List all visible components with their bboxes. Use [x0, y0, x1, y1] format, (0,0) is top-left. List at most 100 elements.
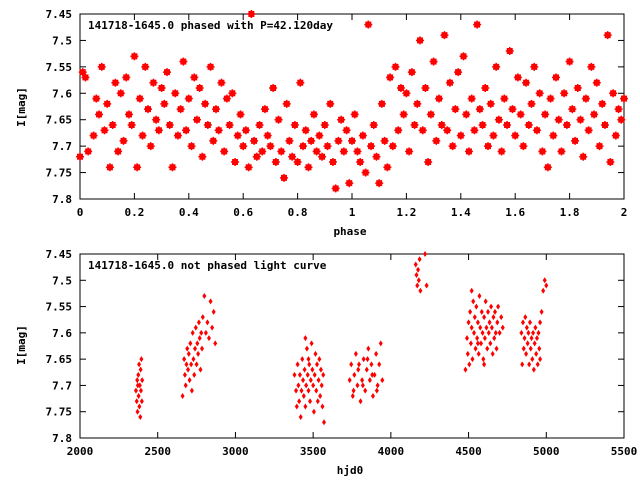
data-point	[342, 126, 351, 135]
data-point	[250, 136, 259, 145]
data-point	[435, 94, 444, 103]
data-point	[445, 78, 454, 87]
data-point	[600, 121, 609, 129]
data-point	[443, 126, 452, 135]
y-axis-label: I[mag]	[15, 325, 28, 365]
data-point	[356, 361, 361, 368]
data-point	[319, 382, 324, 389]
data-point	[456, 131, 465, 140]
data-point	[294, 387, 299, 394]
data-point	[133, 387, 138, 394]
data-point	[353, 147, 362, 156]
data-point	[478, 324, 483, 331]
x-tick-label: 4000	[378, 445, 405, 458]
unphased-light-curve-panel: 141718-1645.0 not phased light curve hjd…	[15, 248, 637, 477]
data-point	[258, 147, 267, 156]
data-point	[165, 121, 174, 129]
y-tick-label: 7.8	[52, 193, 72, 206]
data-point	[480, 329, 485, 336]
data-point	[489, 131, 498, 140]
data-point	[386, 73, 395, 82]
data-point	[503, 121, 512, 129]
data-point	[499, 314, 504, 321]
data-point	[464, 147, 473, 156]
data-point	[255, 121, 264, 129]
data-point	[288, 152, 297, 161]
data-point	[300, 356, 305, 363]
data-point	[486, 329, 491, 336]
data-point	[488, 340, 493, 347]
data-point	[190, 73, 199, 82]
data-point	[124, 110, 133, 119]
data-point	[437, 121, 446, 129]
data-point	[529, 335, 534, 342]
data-point	[293, 158, 302, 166]
y-tick-label: 7.45	[46, 248, 73, 261]
data-point	[418, 126, 427, 135]
data-point	[417, 256, 422, 263]
data-point	[531, 366, 536, 373]
data-point	[282, 99, 291, 108]
data-point	[532, 126, 541, 135]
data-point	[292, 371, 297, 378]
data-point	[163, 68, 172, 77]
data-point	[375, 179, 384, 188]
data-point	[209, 136, 218, 145]
data-point	[370, 392, 375, 399]
data-point	[396, 84, 405, 92]
data-point	[322, 419, 327, 426]
data-point	[477, 293, 482, 300]
data-point	[139, 356, 144, 363]
data-point	[475, 335, 480, 342]
data-point	[308, 398, 313, 405]
data-point	[620, 94, 628, 103]
data-point	[500, 324, 505, 331]
data-point	[302, 366, 307, 373]
data-point	[617, 115, 626, 124]
data-point	[378, 340, 383, 347]
data-point	[213, 340, 218, 347]
data-point	[179, 57, 188, 66]
data-point	[139, 398, 144, 405]
data-point	[189, 361, 194, 368]
data-point	[579, 152, 588, 161]
data-point	[426, 110, 435, 119]
data-point	[472, 329, 477, 336]
phased-light-curve-panel: 141718-1645.0 phased with P=42.120day ph…	[15, 8, 628, 238]
data-point	[206, 62, 215, 71]
data-point	[260, 105, 269, 114]
data-point	[516, 110, 525, 119]
data-point	[171, 89, 180, 98]
x-axis-label: phase	[333, 225, 366, 238]
data-point	[252, 152, 261, 161]
data-point	[100, 126, 109, 135]
data-point	[141, 62, 150, 71]
data-point	[552, 73, 560, 82]
data-point	[84, 147, 93, 156]
data-point	[465, 350, 470, 357]
data-point	[481, 356, 486, 363]
data-point	[522, 78, 531, 87]
data-point	[416, 277, 421, 284]
data-point	[424, 158, 433, 166]
data-point	[537, 345, 542, 352]
data-point	[356, 158, 365, 166]
data-point	[315, 398, 320, 405]
data-point	[182, 356, 187, 363]
data-point	[592, 78, 601, 87]
data-point	[135, 377, 140, 384]
data-point	[295, 361, 300, 368]
data-point	[214, 126, 223, 135]
data-point	[299, 387, 304, 394]
data-point	[361, 356, 366, 363]
data-point	[370, 371, 375, 378]
data-point	[89, 131, 98, 140]
data-point	[355, 382, 360, 389]
data-point	[451, 105, 460, 114]
data-point	[440, 31, 449, 40]
data-point	[211, 308, 216, 315]
data-point	[587, 62, 596, 71]
data-point	[271, 158, 280, 166]
data-point	[489, 303, 494, 310]
data-point	[318, 392, 323, 399]
